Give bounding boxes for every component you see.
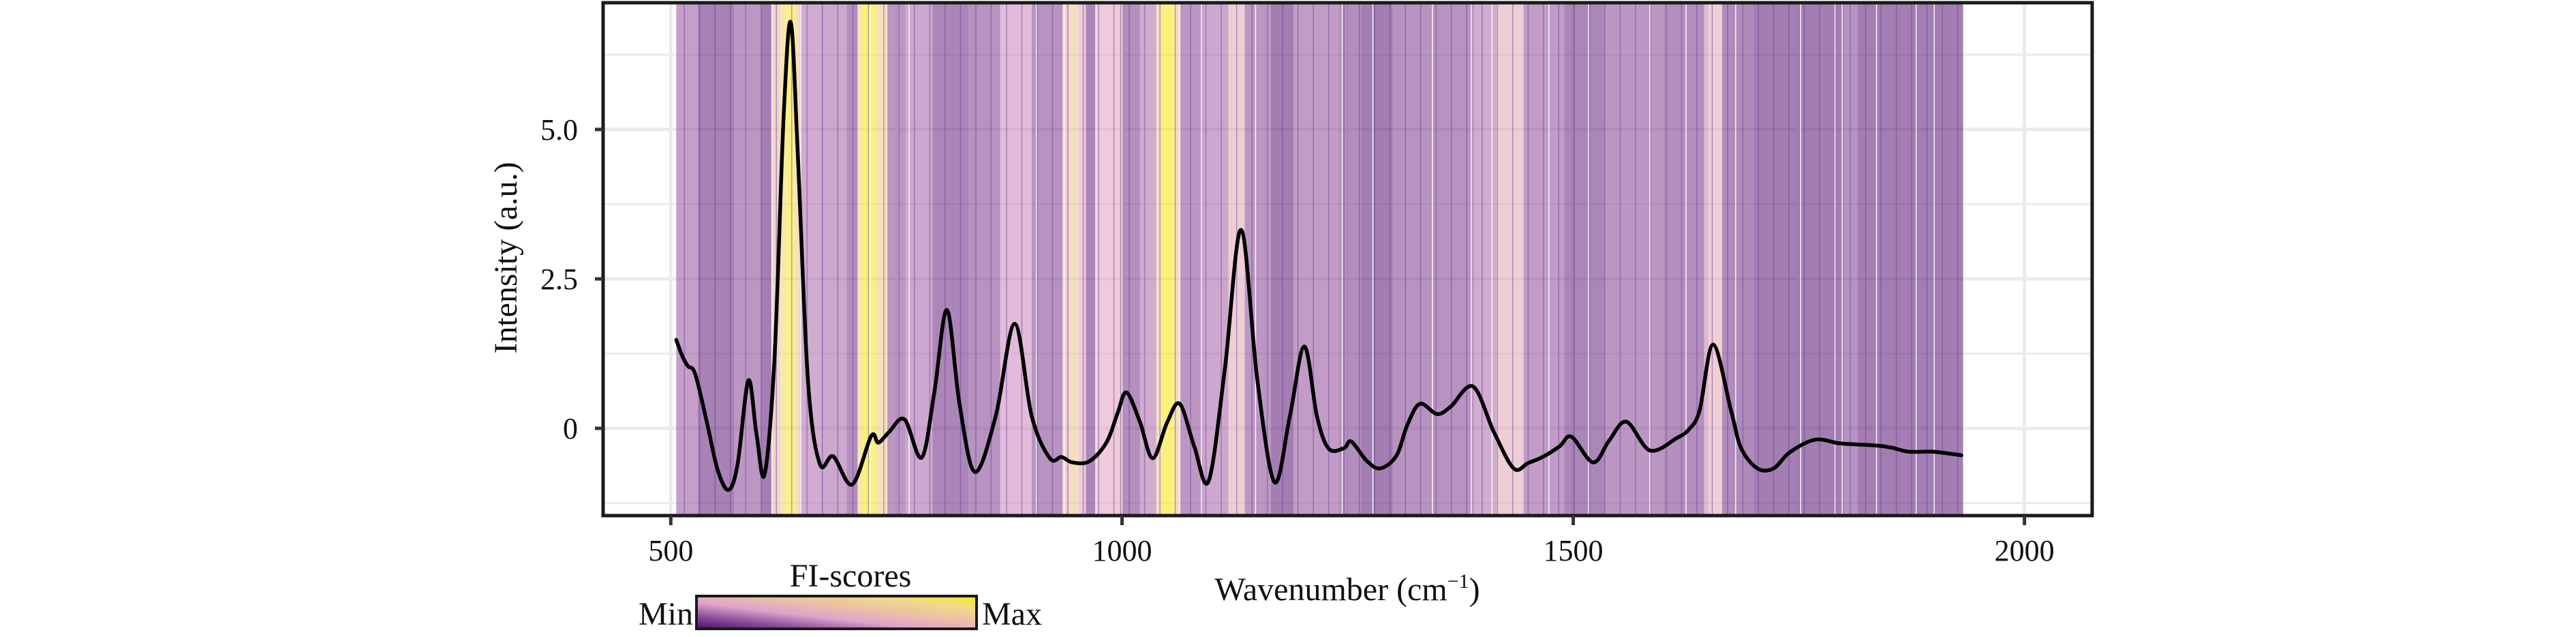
fi-score-band xyxy=(771,3,780,516)
fi-score-band xyxy=(857,3,863,516)
x-axis-title-superscript: −1 xyxy=(1447,570,1469,593)
legend-title: FI-scores xyxy=(790,558,912,594)
fi-score-band xyxy=(1857,3,1963,516)
fi-score-band xyxy=(1174,3,1180,516)
fi-score-band xyxy=(1096,3,1120,516)
spectrum-line xyxy=(674,20,1963,492)
fi-score-band xyxy=(819,3,847,516)
fi-score-band xyxy=(1270,3,1294,516)
y-tick-label: 0 xyxy=(563,412,578,445)
fi-score-band xyxy=(1000,3,1032,516)
plot-border xyxy=(601,1,2094,518)
legend-min-label: Min xyxy=(639,596,693,632)
x-axis: 500 1000 1500 2000 xyxy=(648,516,2055,567)
fi-score-legend: FI-scores Min Max xyxy=(639,558,1042,632)
fi-score-band xyxy=(1244,3,1271,516)
fi-score-band xyxy=(1843,3,1858,516)
fi-score-band xyxy=(1161,3,1175,516)
fi-score-band xyxy=(1069,3,1079,516)
fi-score-band xyxy=(1078,3,1086,516)
fi-score-band xyxy=(1139,3,1156,516)
fi-score-band xyxy=(795,3,800,516)
fi-score-band xyxy=(1473,3,1497,516)
fi-score-band xyxy=(1604,3,1663,516)
fi-score-band xyxy=(1180,3,1203,516)
fi-score-band xyxy=(1564,3,1605,516)
fi-score-band xyxy=(862,3,877,516)
fi-score-band xyxy=(1663,3,1704,516)
y-tick-label: 2.5 xyxy=(540,263,578,296)
fi-score-band xyxy=(1062,3,1070,516)
fi-score-band xyxy=(846,3,858,516)
x-tick-label: 1500 xyxy=(1544,534,1604,567)
fi-score-band xyxy=(784,3,796,516)
fi-score-band xyxy=(932,3,969,516)
legend-colorbar xyxy=(695,595,978,630)
fi-score-band xyxy=(1086,3,1097,516)
fi-score-band xyxy=(1722,3,1754,516)
fi-score-band xyxy=(1497,3,1524,516)
fi-score-band xyxy=(1753,3,1844,516)
fi-score-band xyxy=(761,3,772,516)
legend-max-label: Max xyxy=(982,596,1042,632)
x-axis-title-close: ) xyxy=(1469,572,1480,608)
fi-score-band xyxy=(1156,3,1162,516)
fi-score-band xyxy=(1120,3,1140,516)
fi-score-band xyxy=(876,3,888,516)
fi-score-band xyxy=(1704,3,1709,516)
y-tick-label: 5.0 xyxy=(540,113,578,147)
x-axis-title-main: Wavenumber (cm xyxy=(1214,572,1447,608)
y-axis-title: Intensity (a.u.) xyxy=(488,162,524,353)
fi-score-band xyxy=(968,3,1000,516)
fi-score-band xyxy=(887,3,906,516)
y-axis: 0 2.5 5.0 xyxy=(540,113,603,445)
fi-score-band xyxy=(1708,3,1723,516)
x-tick-label: 1000 xyxy=(1092,534,1152,567)
x-tick-label: 2000 xyxy=(1995,534,2055,567)
x-axis-title: Wavenumber (cm−1) xyxy=(1214,570,1479,608)
fi-score-band xyxy=(1293,3,1339,516)
fi-score-band xyxy=(780,3,785,516)
fi-score-band xyxy=(698,3,735,516)
fi-score-band xyxy=(676,3,699,516)
fi-score-band xyxy=(1361,3,1393,516)
x-tick-label: 500 xyxy=(648,534,693,567)
fi-score-band xyxy=(1523,3,1565,516)
